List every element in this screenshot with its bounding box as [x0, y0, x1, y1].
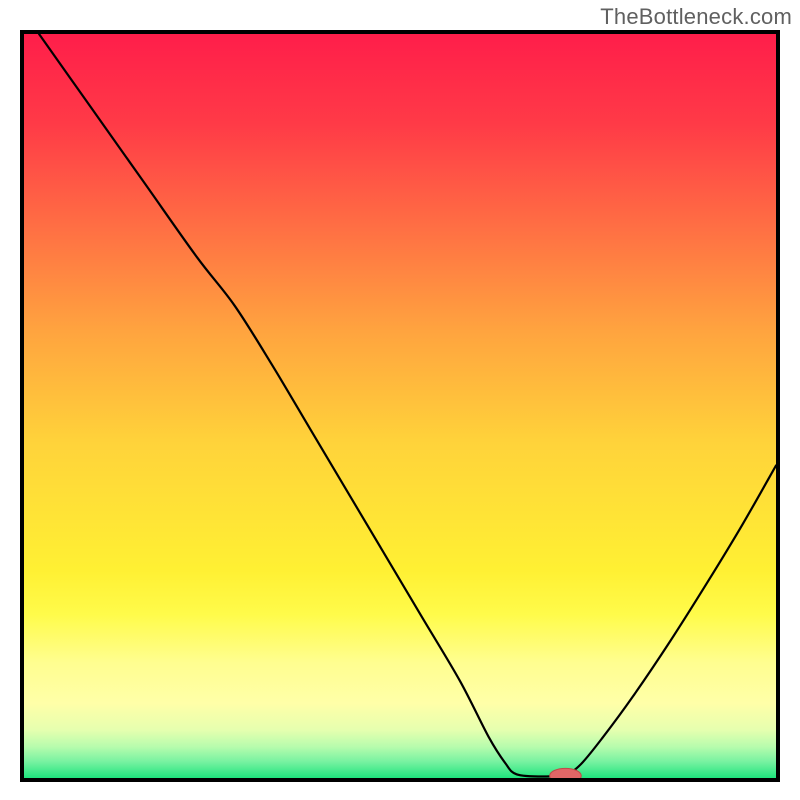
chart-background — [24, 34, 776, 778]
chart-frame — [20, 30, 780, 782]
chart-svg — [24, 34, 776, 778]
watermark-text: TheBottleneck.com — [600, 4, 792, 30]
